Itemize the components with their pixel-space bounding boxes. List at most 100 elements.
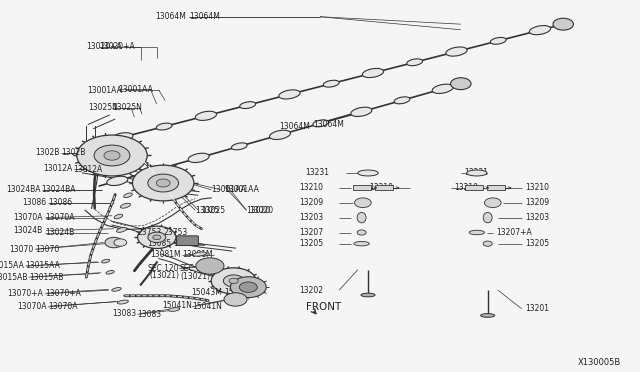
Text: X130005B: X130005B [577,358,621,367]
Text: 13024BA: 13024BA [6,185,40,194]
Text: 13083: 13083 [112,309,136,318]
Text: 13025: 13025 [202,206,226,215]
Text: 13001AA: 13001AA [224,185,259,194]
Ellipse shape [279,90,300,99]
Text: 13085: 13085 [173,239,197,248]
Ellipse shape [269,130,291,140]
Ellipse shape [117,300,129,304]
Text: 13024BA: 13024BA [42,185,76,194]
Text: 13083: 13083 [138,310,162,319]
Text: 13209: 13209 [299,198,323,207]
Circle shape [104,151,120,160]
Circle shape [239,282,257,292]
Text: 13064M: 13064M [189,12,220,21]
Text: 13020+A: 13020+A [86,42,122,51]
Text: 13210: 13210 [525,183,549,192]
Ellipse shape [106,270,114,274]
Circle shape [77,135,147,176]
Text: 13015AB: 13015AB [29,273,63,282]
Circle shape [357,230,366,235]
Text: 13210: 13210 [370,183,394,192]
Text: 13001AA: 13001AA [87,86,122,94]
Text: (13021): (13021) [180,272,211,280]
Ellipse shape [361,293,375,297]
Ellipse shape [469,230,484,235]
Text: 13086: 13086 [48,198,72,207]
Text: 13020: 13020 [246,206,271,215]
Text: 13025N: 13025N [112,103,142,112]
Ellipse shape [357,212,366,223]
Ellipse shape [124,193,132,198]
Ellipse shape [481,314,495,317]
Ellipse shape [240,102,255,109]
Text: 15043M: 15043M [191,288,222,296]
Text: 13070: 13070 [9,245,33,254]
Ellipse shape [351,107,372,116]
Ellipse shape [195,111,216,121]
Circle shape [156,179,170,187]
Text: SEC.120: SEC.120 [179,264,211,273]
Circle shape [223,275,244,287]
Ellipse shape [313,120,328,127]
Ellipse shape [102,259,109,263]
Text: 13209: 13209 [525,198,549,207]
Text: 13070: 13070 [35,245,60,254]
Circle shape [148,174,179,192]
Circle shape [451,78,471,90]
Circle shape [484,198,501,208]
Ellipse shape [407,59,422,66]
Text: 13210: 13210 [454,183,479,192]
Circle shape [224,293,247,306]
Text: 13020: 13020 [250,206,274,215]
Ellipse shape [358,170,378,176]
Text: 15041N: 15041N [162,301,192,310]
Text: 13205: 13205 [299,239,323,248]
Text: 13015AB: 13015AB [0,273,28,282]
Ellipse shape [156,123,172,130]
Text: 23753: 23753 [163,228,188,237]
Ellipse shape [354,241,369,246]
Text: FRONT: FRONT [306,302,341,312]
Text: 13020+A: 13020+A [99,42,135,51]
Text: 13025: 13025 [195,206,220,215]
FancyBboxPatch shape [465,185,483,190]
Text: 13015AA: 13015AA [0,262,24,270]
Ellipse shape [112,133,133,142]
Text: 13070A: 13070A [17,302,47,311]
Ellipse shape [529,26,550,35]
Text: 23753: 23753 [138,228,162,237]
Circle shape [114,239,127,246]
Ellipse shape [114,214,123,219]
Ellipse shape [120,203,131,208]
Text: 13205: 13205 [525,239,549,248]
Text: 13001AA: 13001AA [211,185,246,194]
Text: 1302B: 1302B [35,148,60,157]
Text: 13012A: 13012A [74,165,103,174]
Text: 13070+A: 13070+A [45,289,81,298]
Circle shape [148,232,166,243]
Text: 13070+A: 13070+A [8,289,44,298]
Text: 13231: 13231 [306,169,330,177]
Text: 13203: 13203 [525,213,549,222]
Text: 13070A: 13070A [13,213,43,222]
Circle shape [196,258,224,274]
Circle shape [94,145,130,166]
Text: 13015AA: 13015AA [26,262,60,270]
FancyArrowPatch shape [374,187,376,189]
Text: 13207: 13207 [299,228,323,237]
Text: 13012A: 13012A [43,164,72,173]
FancyArrowPatch shape [508,187,511,189]
Ellipse shape [394,97,410,104]
Circle shape [355,198,371,208]
Circle shape [153,235,161,240]
Ellipse shape [112,288,121,291]
FancyArrowPatch shape [396,187,399,189]
Ellipse shape [168,308,180,311]
Ellipse shape [188,153,209,163]
Text: (13021): (13021) [149,271,179,280]
Text: 13070A: 13070A [48,302,77,311]
Text: 13024B: 13024B [13,226,43,235]
Ellipse shape [490,38,506,44]
FancyArrowPatch shape [486,187,488,189]
Ellipse shape [446,47,467,56]
